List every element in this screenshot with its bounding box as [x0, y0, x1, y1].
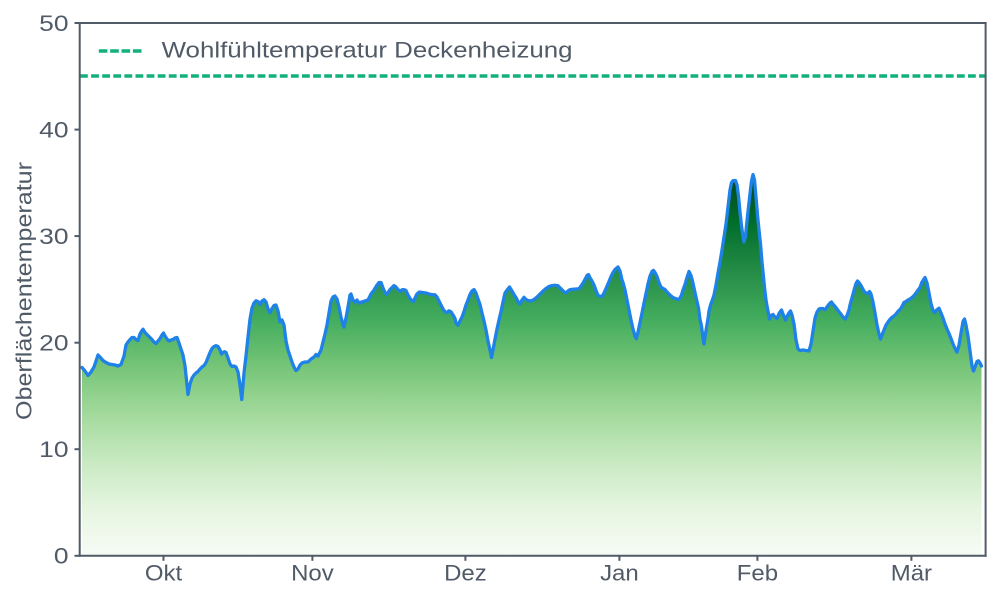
- svg-text:Oberflächentemperatur: Oberflächentemperatur: [12, 162, 37, 420]
- svg-text:Feb: Feb: [737, 561, 778, 586]
- svg-text:20: 20: [39, 332, 68, 356]
- svg-text:Wohlfühltemperatur Deckenheizu: Wohlfühltemperatur Deckenheizung: [162, 38, 573, 63]
- svg-text:Okt: Okt: [145, 561, 183, 586]
- svg-text:30: 30: [39, 225, 68, 249]
- svg-text:Dez: Dez: [444, 561, 487, 586]
- svg-text:0: 0: [54, 545, 69, 569]
- svg-text:Mär: Mär: [891, 561, 933, 586]
- svg-text:40: 40: [39, 118, 68, 142]
- svg-text:Nov: Nov: [291, 561, 334, 586]
- svg-text:Jan: Jan: [600, 561, 639, 586]
- svg-text:50: 50: [39, 12, 68, 36]
- svg-text:10: 10: [39, 438, 68, 462]
